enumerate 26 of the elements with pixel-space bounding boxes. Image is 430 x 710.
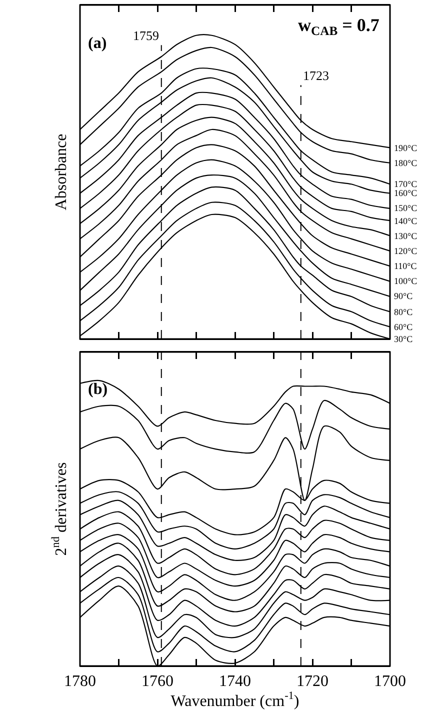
y-axis-title: Absorbance bbox=[52, 134, 70, 210]
series-label: 140°C bbox=[394, 216, 418, 226]
series-label: 150°C bbox=[394, 203, 418, 213]
series-label: 120°C bbox=[394, 246, 418, 256]
annotation: (b) bbox=[88, 381, 108, 398]
series-label: 90°C bbox=[394, 291, 413, 301]
series-label: 160°C bbox=[394, 188, 418, 198]
series-label: 190°C bbox=[394, 143, 418, 153]
series-label: 80°C bbox=[394, 307, 413, 317]
ref-line-label: 1759 bbox=[133, 28, 159, 43]
annotation: w$_{CAB}$ = 0.7 bbox=[298, 15, 380, 38]
series-label: 60°C bbox=[394, 322, 413, 332]
x-tick-label: 1740 bbox=[219, 673, 251, 690]
x-tick-label: 1720 bbox=[296, 673, 328, 690]
series-label: 180°C bbox=[394, 158, 418, 168]
x-tick-label: 1780 bbox=[64, 673, 96, 690]
x-tick-label: 1700 bbox=[374, 673, 406, 690]
annotation: (a) bbox=[88, 35, 107, 52]
x-tick-label: 1760 bbox=[142, 673, 174, 690]
ref-line-label: 1723 bbox=[303, 68, 329, 83]
series-label: 110°C bbox=[394, 261, 417, 271]
series-label: 30°C bbox=[394, 334, 413, 344]
series-label: 100°C bbox=[394, 276, 418, 286]
series-label: 130°C bbox=[394, 231, 418, 241]
series-label: 170°C bbox=[394, 179, 418, 189]
x-axis-title: Wavenumber (cm$^{-1}$) bbox=[170, 690, 300, 710]
